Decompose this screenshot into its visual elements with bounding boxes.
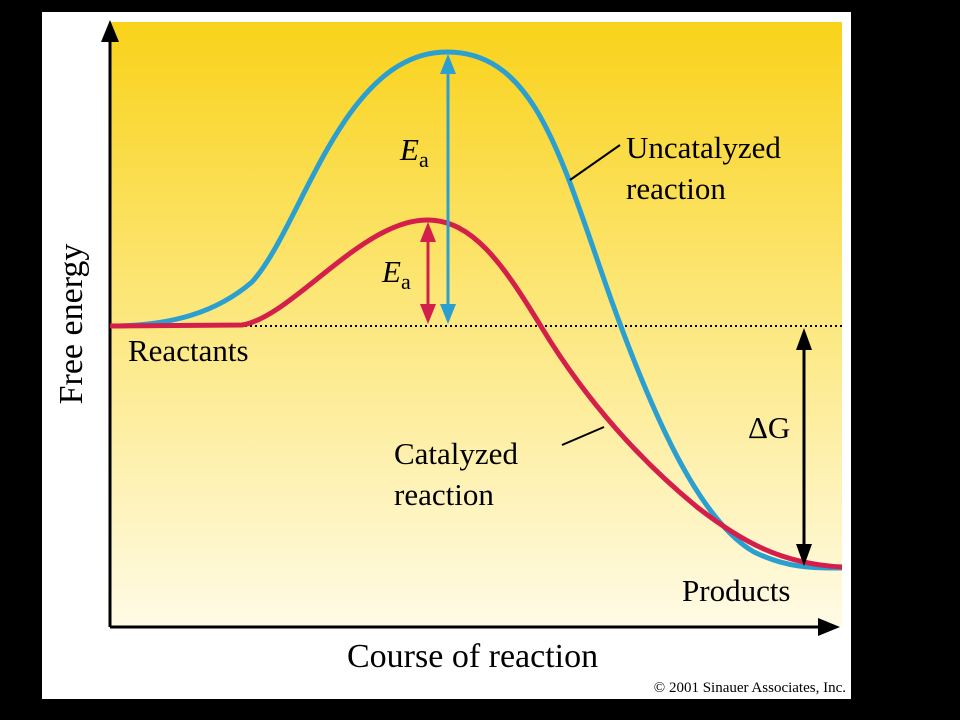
uncatalyzed-curve xyxy=(109,49,843,571)
copyright-notice: © 2001 Sinauer Associates, Inc. xyxy=(654,680,846,696)
ea-uncatalyzed-arrowhead-top xyxy=(440,54,456,74)
reactants-label: Reactants xyxy=(128,333,249,368)
uncatalyzed-label-line2: reaction xyxy=(626,171,726,206)
delta-g-arrowhead-top xyxy=(796,328,812,350)
catalyzed-curve xyxy=(109,217,843,570)
diagram-svg: Free energy Course of reaction Ea Ea Unc… xyxy=(53,20,846,696)
ea-catalyzed-arrowhead-bottom xyxy=(420,304,436,324)
ea-uncatalyzed-subscript: a xyxy=(419,147,429,172)
uncatalyzed-label-line1: Uncatalyzed xyxy=(626,130,781,165)
x-axis-arrowhead xyxy=(818,618,840,636)
delta-g-arrowhead-bottom xyxy=(796,544,812,566)
catalyzed-label-line1: Catalyzed xyxy=(394,436,518,471)
catalyzed-label-line2: reaction xyxy=(394,477,494,512)
x-axis-label: Course of reaction xyxy=(347,638,598,675)
ea-catalyzed-label: Ea xyxy=(381,254,411,294)
uncatalyzed-leader-line xyxy=(569,144,621,181)
catalyzed-leader-line xyxy=(561,426,605,446)
ea-catalyzed-main: E xyxy=(381,254,401,289)
ea-catalyzed-arrowhead-top xyxy=(420,222,436,242)
products-label: Products xyxy=(682,573,791,608)
y-axis-arrowhead xyxy=(101,20,119,42)
ea-catalyzed-subscript: a xyxy=(401,269,411,294)
delta-g-label: ΔG xyxy=(748,410,790,445)
ea-uncatalyzed-main: E xyxy=(399,132,419,167)
energy-diagram-figure: Free energy Course of reaction Ea Ea Unc… xyxy=(42,12,851,699)
y-axis-label: Free energy xyxy=(53,244,90,405)
ea-uncatalyzed-arrowhead-bottom xyxy=(440,304,456,324)
ea-uncatalyzed-label: Ea xyxy=(399,132,429,172)
